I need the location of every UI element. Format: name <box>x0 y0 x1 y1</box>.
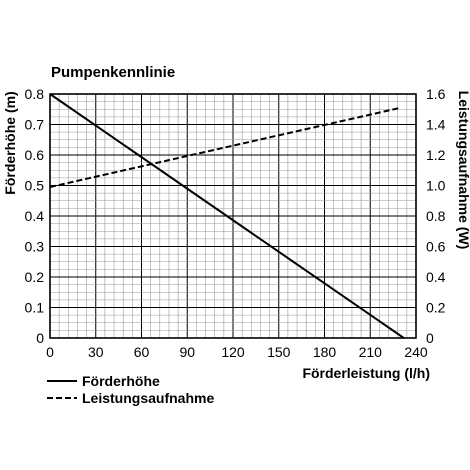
y-left-tick-label: 0.2 <box>25 269 45 285</box>
y-left-tick-label: 0 <box>36 330 44 346</box>
x-tick-label: 60 <box>134 344 150 360</box>
y-right-tick-label: 0.6 <box>426 239 446 255</box>
x-tick-label: 30 <box>88 344 104 360</box>
y-right-tick-label: 0 <box>426 330 434 346</box>
legend: Förderhöhe Leistungsaufnahme <box>47 373 214 406</box>
x-tick-label: 0 <box>46 344 54 360</box>
legend-label-leistungsaufnahme: Leistungsaufnahme <box>82 390 214 406</box>
y-left-tick-label: 0.6 <box>25 147 45 163</box>
y-right-tick-label: 0.8 <box>426 208 446 224</box>
x-tick-labels: 0 30 60 90 120 150 180 210 240 <box>46 344 428 360</box>
series-line-foerderhoehe <box>49 93 405 339</box>
chart-title: Pumpenkennlinie <box>51 64 175 81</box>
y-right-tick-label: 1.2 <box>426 147 446 163</box>
y-right-axis-label: Leistungsaufnahme (W) <box>456 91 470 250</box>
y-left-tick-label: 0.7 <box>25 117 45 133</box>
y-left-tick-label: 0.4 <box>25 208 45 224</box>
x-tick-label: 120 <box>221 344 245 360</box>
x-tick-label: 210 <box>359 344 383 360</box>
plot-frame <box>49 93 417 339</box>
y-left-axis-label: Förderhöhe (m) <box>2 91 18 194</box>
y-left-tick-label: 0.3 <box>25 239 45 255</box>
y-right-tick-label: 1.4 <box>426 117 446 133</box>
x-tick-label: 240 <box>404 344 428 360</box>
y-left-tick-label: 0.8 <box>25 86 45 102</box>
y-right-tick-label: 1.0 <box>426 178 446 194</box>
series-line-leistungsaufnahme <box>49 106 401 189</box>
y-left-tick-label: 0.1 <box>25 300 45 316</box>
y-right-tick-label: 0.4 <box>426 269 446 285</box>
y-right-tick-label: 1.6 <box>426 86 446 102</box>
grid <box>49 93 417 339</box>
legend-label-foerderhoehe: Förderhöhe <box>82 373 160 389</box>
y-right-tick-labels: 0 0.2 0.4 0.6 0.8 1.0 1.2 1.4 1.6 <box>426 86 446 346</box>
series-layer <box>49 93 405 339</box>
y-right-tick-label: 0.2 <box>426 300 446 316</box>
x-tick-label: 180 <box>313 344 337 360</box>
y-left-tick-label: 0.5 <box>25 178 45 194</box>
x-tick-label: 150 <box>267 344 291 360</box>
x-tick-label: 90 <box>179 344 195 360</box>
y-left-tick-labels: 0 0.1 0.2 0.3 0.4 0.5 0.6 0.7 0.8 <box>25 86 45 346</box>
x-axis-label: Förderleistung (l/h) <box>302 365 430 381</box>
